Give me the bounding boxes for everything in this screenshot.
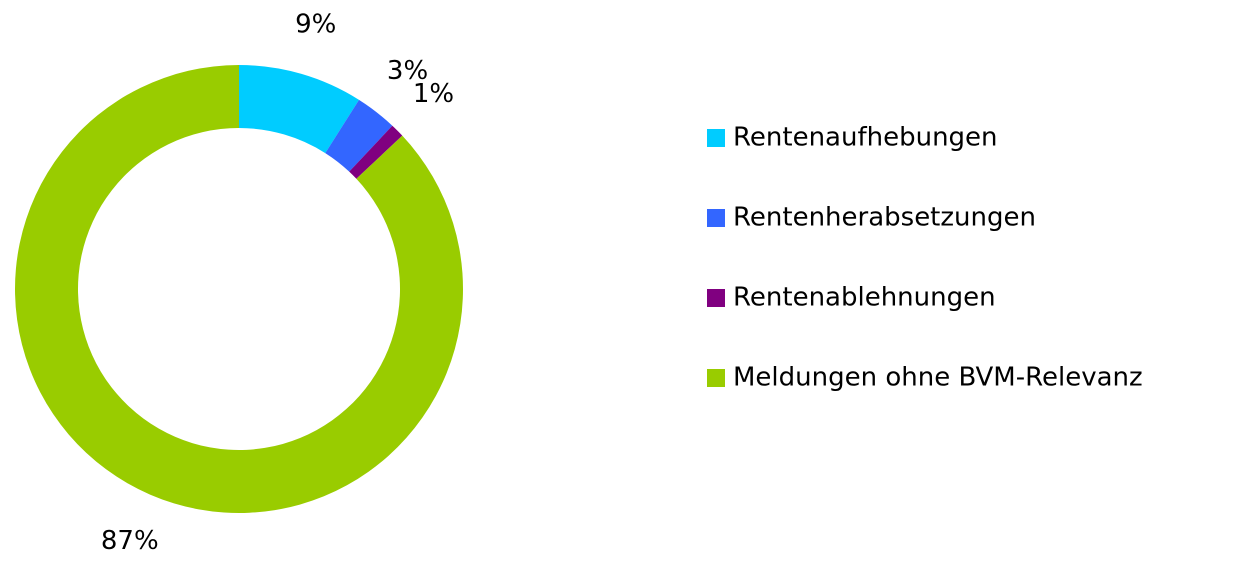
legend-swatch — [707, 369, 725, 387]
legend-swatch — [707, 209, 725, 227]
legend-label: Rentenablehnungen — [733, 283, 996, 313]
legend-swatch — [707, 289, 725, 307]
legend-swatch — [707, 129, 725, 147]
data-label: 9% — [295, 9, 336, 39]
donut-slice — [325, 99, 393, 172]
legend-label: Meldungen ohne BVM-Relevanz — [733, 363, 1143, 393]
donut-slice — [349, 125, 403, 179]
data-label: 3% — [387, 56, 428, 86]
data-label: 87% — [101, 526, 159, 556]
legend-label: Rentenaufhebungen — [733, 123, 998, 153]
data-label: 1% — [413, 79, 454, 109]
donut-slice — [239, 65, 360, 154]
legend-label: Rentenherabsetzungen — [733, 203, 1036, 233]
